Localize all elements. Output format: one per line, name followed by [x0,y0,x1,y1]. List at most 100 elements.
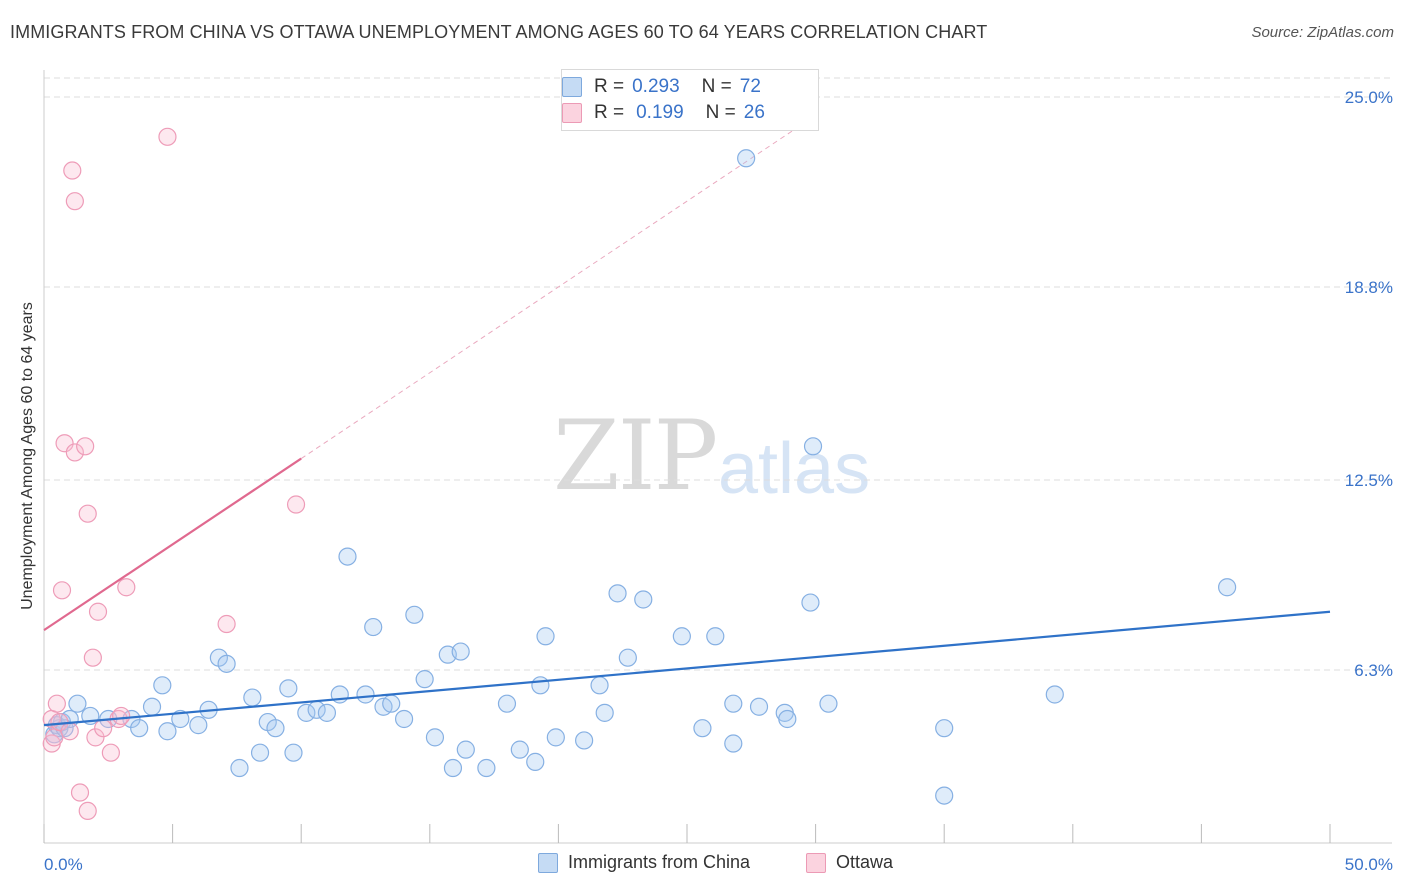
china-point [217,654,236,673]
ottawa-point [45,728,64,747]
y-tick-label: 6.3% [1354,661,1393,680]
china-trend-line [43,610,1331,727]
china-point [497,694,517,713]
legend-n-label-china: N = [701,76,732,97]
china-point [693,719,712,738]
china-point [456,740,475,759]
watermark-atlas: atlas [718,429,871,509]
ottawa-point [65,192,84,211]
china-point [443,758,463,778]
china-point [171,709,190,729]
legend-swatch-ottawa [562,103,582,123]
source-label: Source: ZipAtlas.com [1251,24,1394,41]
series-swatch-china [538,852,558,873]
china-point [425,728,445,747]
china-point [672,627,691,646]
ottawa-point [60,722,79,741]
china-point [477,758,496,778]
ottawa-point [88,602,108,621]
y-tick-label: 18.8% [1345,278,1393,297]
legend-r-value-china: 0.293 [632,76,680,97]
china-point [243,688,262,707]
china-point [382,694,401,713]
legend-row-ottawa: R = 0.199 N = 26 [562,101,765,125]
ottawa-point [70,783,90,802]
ottawa-point [286,495,306,514]
china-point [284,743,303,762]
china-point [819,694,838,713]
china-point [68,694,87,713]
ottawa-point [112,706,131,726]
legend-n-value-china: 72 [739,76,761,97]
china-point [634,590,653,609]
china-point [279,679,298,698]
china-point [526,752,545,771]
ottawa-point [117,578,136,597]
ottawa-point [158,127,177,146]
china-point [1045,685,1064,704]
watermark-zip: ZIP [553,400,718,512]
ottawa-point [78,504,97,523]
ottawa-point [63,161,82,180]
china-point [935,786,954,805]
china-point [1218,578,1237,597]
legend-row-china: R = 0.293 N = 72 [562,75,761,99]
ottawa-point [78,801,97,821]
china-point [250,743,270,762]
legend-r-label-china: R = [594,76,625,97]
china-point [356,685,375,704]
ottawa-point [94,719,113,738]
ottawa-point [76,437,95,456]
china-point [364,617,383,637]
series-legend-ottawa: Ottawa [806,852,893,873]
china-point [935,719,954,738]
legend-n-value-ottawa: 26 [743,102,765,123]
series-name-china: Immigrants from China [568,852,751,872]
legend-n-label-ottawa: N = [705,102,736,123]
china-point [297,703,316,722]
ottawa-point [101,743,120,762]
ottawa-point [52,581,72,600]
china-point [153,676,172,695]
legend-r-value-ottawa: 0.199 [636,102,684,123]
ottawa-trend-extension [300,114,816,459]
ottawa-point [47,694,66,713]
china-point [338,547,357,566]
legend-r-label-ottawa: R = [594,102,625,123]
china-point [546,728,565,747]
x-tick-label-max: 50.0% [1345,855,1393,874]
ottawa-point [55,434,74,453]
china-point [266,719,285,738]
china-point [536,627,555,646]
china-point [394,709,414,729]
china-point [618,648,637,667]
y-tick-label: 25.0% [1345,88,1393,107]
china-point [737,149,756,168]
chart-title: IMMIGRANTS FROM CHINA VS OTTAWA UNEMPLOY… [10,22,988,42]
ottawa-trend-line [43,457,302,632]
series-name-ottawa: Ottawa [836,852,894,872]
ottawa-point [83,648,102,667]
china-point [142,697,162,716]
china-point [317,703,337,722]
china-point [405,605,424,624]
china-point [531,676,550,695]
y-tick-label: 12.5% [1345,471,1393,490]
china-point [801,593,820,612]
china-point [749,697,769,716]
legend-swatch-china [562,77,582,97]
ottawa-point [65,443,84,462]
series-legend-china: Immigrants from China [538,852,750,873]
series-legend: Immigrants from China Ottawa [0,852,1406,876]
china-point [189,716,208,735]
stats-legend: R = 0.293 N = 72 R = 0.199 N = 26 [561,69,819,131]
china-point [608,584,627,603]
china-point [130,719,149,738]
china-point [510,740,529,759]
x-tick-label-min: 0.0% [44,855,83,874]
china-point [158,722,177,741]
china-point [724,694,743,713]
ottawa-point [217,614,236,634]
china-point [590,676,609,695]
